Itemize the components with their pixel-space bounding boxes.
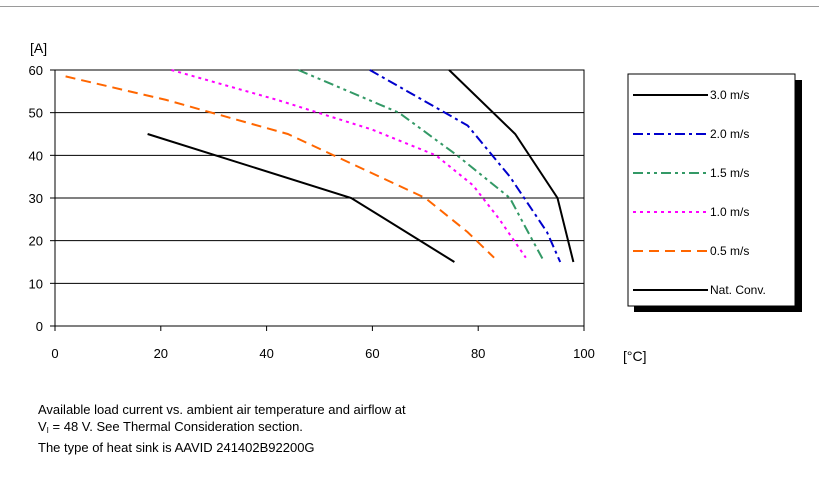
- legend-label: Nat. Conv.: [710, 283, 766, 297]
- series-line-nat-conv: [147, 133, 455, 263]
- current-derating-chart: [A] [°C] 0 10 20 30 40 50 60 0 20 40 60 80 100 3.0 m…: [29, 40, 802, 364]
- series-line-2-0-m-s: [369, 69, 562, 263]
- y-tick-label: 20: [29, 234, 43, 249]
- legend-label: 0.5 m/s: [710, 244, 749, 258]
- figure-caption: Available load current vs. ambient air t…: [38, 401, 406, 456]
- y-tick-label: 60: [29, 63, 43, 78]
- y-tick-label: 40: [29, 148, 43, 163]
- legend-label: 1.0 m/s: [710, 205, 749, 219]
- caption-line-2-text: = 48 V. See Thermal Consideration sectio…: [48, 419, 303, 434]
- y-axis-unit-label: [A]: [30, 40, 47, 56]
- x-tick-label: 80: [471, 346, 485, 361]
- legend-label: 1.5 m/s: [710, 166, 749, 180]
- legend: 3.0 m/s 2.0 m/s 1.5 m/s 1.0 m/s 0.5 m/s Nat. …: [633, 88, 766, 297]
- legend-label: 3.0 m/s: [710, 88, 749, 102]
- y-tick-label: 30: [29, 191, 43, 206]
- series-lines: [65, 69, 575, 263]
- x-tick-label: 40: [259, 346, 273, 361]
- x-tick-label: 20: [154, 346, 168, 361]
- caption-voltage-symbol: V: [38, 419, 47, 434]
- x-tick-label: 100: [573, 346, 595, 361]
- series-line-1-0-m-s: [171, 69, 527, 259]
- y-tick-label: 50: [29, 106, 43, 121]
- x-axis-unit-label: [°C]: [623, 348, 647, 364]
- y-tick-label: 0: [36, 319, 43, 334]
- x-tick-label: 0: [51, 346, 58, 361]
- caption-line-2: VI = 48 V. See Thermal Consideration sec…: [38, 418, 406, 439]
- axis-ticks: 0 10 20 30 40 50 60 0 20 40 60 80 100: [29, 63, 595, 361]
- legend-label: 2.0 m/s: [710, 127, 749, 141]
- x-tick-label: 60: [365, 346, 379, 361]
- y-tick-label: 10: [29, 276, 43, 291]
- series-line-0-5-m-s: [65, 75, 495, 259]
- caption-line-3: The type of heat sink is AAVID 241402B92…: [38, 440, 315, 455]
- series-line-3-0-m-s: [448, 69, 575, 263]
- top-divider: [0, 6, 819, 7]
- caption-line-1: Available load current vs. ambient air t…: [38, 402, 406, 417]
- caption-voltage-subscript: I: [46, 426, 49, 435]
- legend-box: [627, 73, 796, 307]
- series-line-1-5-m-s: [297, 69, 546, 263]
- gridlines: [55, 112, 584, 284]
